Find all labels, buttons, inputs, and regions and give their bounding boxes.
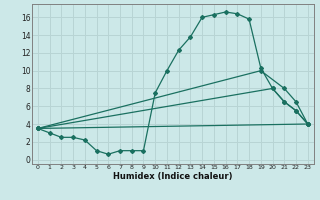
X-axis label: Humidex (Indice chaleur): Humidex (Indice chaleur) [113, 172, 233, 181]
